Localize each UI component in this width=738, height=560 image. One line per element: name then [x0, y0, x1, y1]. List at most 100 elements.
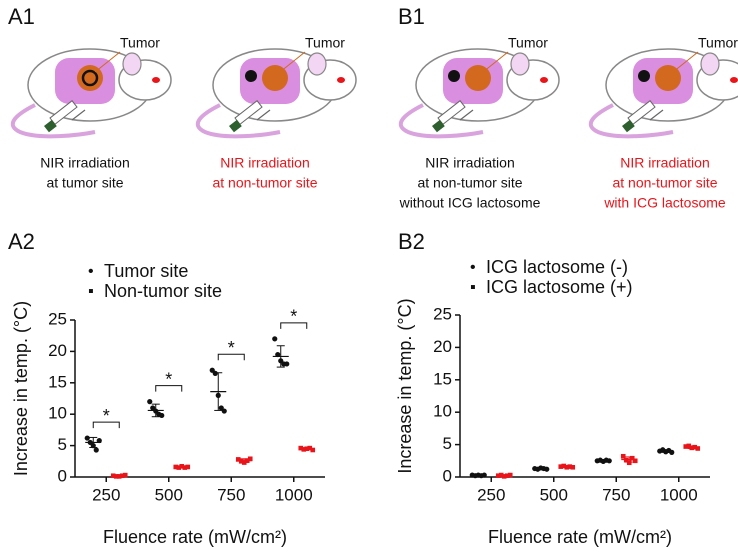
mouse-eye — [152, 77, 160, 83]
caption: at non-tumor site — [612, 175, 717, 191]
tumor — [655, 65, 681, 91]
caption: NIR irradiation — [220, 155, 309, 171]
mouse: Tumor — [10, 35, 172, 139]
data-point — [623, 457, 629, 463]
y-tick-label: 5 — [58, 435, 67, 454]
caption: at tumor site — [46, 175, 123, 191]
mouse-ear — [700, 52, 720, 76]
legend-marker: • — [88, 263, 94, 280]
data-point — [122, 472, 128, 478]
syringe-plunger — [622, 119, 635, 133]
x-tick-label: 250 — [477, 485, 505, 504]
data-point — [570, 464, 576, 470]
data-point — [632, 458, 638, 464]
legend-label: ICG lactosome (+) — [486, 277, 633, 297]
mouse: Tumor — [588, 35, 738, 139]
tumor — [77, 65, 103, 91]
syringe-plunger — [44, 119, 57, 133]
data-point — [310, 447, 316, 453]
tumor-label: Tumor — [120, 35, 160, 51]
x-tick-label: 500 — [155, 485, 183, 504]
laser-spot — [245, 70, 257, 82]
panel-label: A2 — [8, 229, 35, 254]
y-tick-label: 0 — [58, 466, 67, 485]
data-point — [159, 412, 165, 419]
syringe-needle — [71, 109, 86, 121]
x-tick-label: 250 — [92, 485, 120, 504]
data-point — [544, 466, 550, 472]
tumor-pointer — [482, 51, 509, 73]
data-point — [247, 456, 253, 462]
caption: NIR irradiation — [620, 155, 709, 171]
caption: at non-tumor site — [417, 175, 522, 191]
laser-ring — [81, 69, 99, 87]
caption: at non-tumor site — [212, 175, 317, 191]
data-point — [235, 457, 241, 462]
data-point — [84, 435, 90, 441]
mouse-tail — [195, 103, 281, 139]
mouse: Tumor — [195, 35, 357, 139]
y-tick-label: 15 — [48, 372, 67, 391]
data-point — [93, 447, 99, 453]
x-tick-label: 1000 — [275, 485, 313, 504]
caption: NIR irradiation — [40, 155, 129, 171]
significance-bracket — [92, 421, 120, 429]
significance-label: * — [228, 338, 235, 358]
x-tick-label: 500 — [540, 485, 568, 504]
panel-label: A1 — [8, 4, 35, 29]
data-point — [298, 445, 304, 451]
legend-label: Tumor site — [104, 261, 188, 281]
mouse-tail — [398, 103, 484, 139]
data-point — [147, 399, 153, 405]
y-tick-label: 5 — [443, 434, 452, 453]
mouse-eye — [337, 77, 345, 83]
data-point — [272, 336, 278, 342]
tumor-label: Tumor — [508, 35, 548, 51]
syringe-needle — [649, 109, 664, 121]
x-tick-label: 750 — [217, 485, 245, 504]
mouse-eye — [540, 77, 548, 83]
data-point — [212, 370, 218, 376]
data-point — [683, 444, 689, 449]
legend-marker: • — [470, 259, 476, 276]
x-tick-label: 1000 — [660, 485, 698, 504]
data-point — [626, 460, 632, 466]
tumor-pointer — [672, 51, 699, 73]
y-axis-title: Increase in temp. (°C) — [395, 298, 415, 473]
mouse-eye — [730, 77, 738, 83]
laser-spot — [638, 70, 650, 82]
y-tick-label: 15 — [433, 369, 452, 388]
data-point — [620, 453, 626, 459]
y-tick-label: 20 — [433, 337, 452, 356]
syringe-plunger — [229, 119, 242, 133]
data-point — [238, 459, 244, 464]
y-tick-label: 25 — [433, 304, 452, 323]
legend-label: ICG lactosome (-) — [486, 257, 628, 277]
mouse: Tumor — [398, 35, 560, 139]
laser-spot — [448, 70, 460, 82]
significance-bracket — [217, 353, 245, 361]
tumor-label: Tumor — [698, 35, 738, 51]
caption: without ICG lactosome — [399, 195, 541, 211]
significance-label: * — [103, 406, 110, 426]
data-point — [629, 455, 635, 461]
caption: NIR irradiation — [425, 155, 514, 171]
tumor — [465, 65, 491, 91]
data-point — [507, 472, 513, 478]
y-tick-label: 20 — [48, 341, 67, 360]
legend-marker: ▪ — [470, 279, 476, 296]
y-tick-label: 10 — [433, 402, 452, 421]
caption: with ICG lactosome — [603, 195, 726, 211]
significance-bracket — [280, 322, 308, 329]
significance-bracket — [155, 385, 183, 392]
tumor-pointer — [94, 51, 121, 73]
panel-label: B2 — [398, 229, 425, 254]
significance-label: * — [290, 307, 297, 327]
x-axis-title: Fluence rate (mW/cm²) — [103, 527, 287, 547]
x-tick-label: 750 — [602, 485, 630, 504]
mouse-ear — [307, 52, 327, 76]
tumor-label: Tumor — [305, 35, 345, 51]
tumor-pointer — [279, 51, 306, 73]
mouse-tail — [588, 103, 674, 139]
syringe-needle — [459, 109, 474, 121]
